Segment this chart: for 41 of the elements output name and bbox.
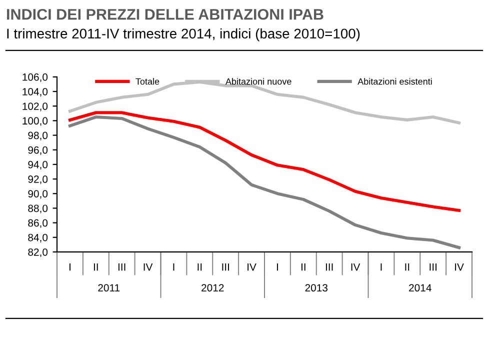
y-tick-label: 104,0 bbox=[22, 88, 48, 97]
y-tick-label: 96,0 bbox=[28, 146, 48, 155]
line-series bbox=[68, 80, 461, 124]
x-tick-label: IV bbox=[351, 263, 360, 271]
legend-label: Abitazioni nuove bbox=[225, 78, 292, 85]
x-tick-label: III bbox=[326, 263, 333, 271]
text: 2014 bbox=[409, 284, 432, 292]
y-tick-label: 94,0 bbox=[28, 160, 48, 170]
x-tick-label: I bbox=[173, 263, 174, 271]
y-tick-label: 106,0 bbox=[22, 73, 48, 82]
x-tick-label: III bbox=[222, 263, 229, 271]
x-tick-label: IV bbox=[248, 263, 256, 271]
x-tick-label: I bbox=[69, 263, 70, 271]
x-tick-label: II bbox=[94, 263, 98, 271]
y-tick-label: 100,0 bbox=[22, 117, 48, 126]
text: 2013 bbox=[305, 284, 328, 292]
x-tick-label: I bbox=[380, 263, 382, 271]
y-tick-label: 84,0 bbox=[28, 234, 48, 242]
x-tick-label: II bbox=[198, 263, 202, 271]
y-tick-label: 102,0 bbox=[22, 102, 48, 112]
x-tick-label: IV bbox=[455, 263, 464, 271]
x-tick-label: III bbox=[118, 263, 126, 271]
y-tick-label: 86,0 bbox=[28, 219, 48, 228]
text: 2011 bbox=[98, 284, 120, 292]
x-tick-label: III bbox=[430, 263, 436, 271]
y-tick-label: 90,0 bbox=[28, 190, 48, 199]
y-tick-label: 82,0 bbox=[28, 248, 48, 258]
x-tick-label: IV bbox=[144, 263, 153, 271]
line-series bbox=[68, 115, 461, 250]
legend-label: Abitazioni esistenti bbox=[358, 78, 432, 85]
y-tick-label: 92,0 bbox=[28, 176, 48, 184]
y-tick-label: 88,0 bbox=[28, 204, 48, 214]
chart-subtitle: I trimestre 2011-IV trimestre 2014, indici (base 2010=100) bbox=[7, 28, 360, 42]
x-tick-label: II bbox=[301, 263, 306, 271]
line-series bbox=[68, 111, 461, 212]
legend-label: Totale bbox=[136, 78, 160, 85]
text: 2012 bbox=[202, 284, 224, 292]
chart-title: INDICI DEI PREZZI DELLE ABITAZIONI IPAB bbox=[7, 8, 324, 20]
x-tick-label: II bbox=[405, 263, 410, 271]
y-tick-label: 98,0 bbox=[28, 132, 48, 140]
x-tick-label: I bbox=[276, 263, 278, 271]
